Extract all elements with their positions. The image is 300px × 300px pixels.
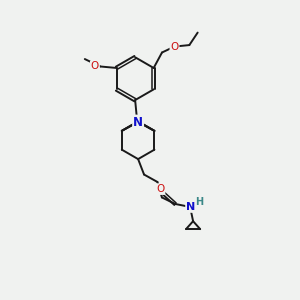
Text: O: O xyxy=(156,184,164,194)
Text: N: N xyxy=(186,202,195,212)
Text: O: O xyxy=(91,61,99,71)
Text: O: O xyxy=(170,42,178,52)
Text: N: N xyxy=(133,116,143,129)
Text: H: H xyxy=(196,196,204,207)
